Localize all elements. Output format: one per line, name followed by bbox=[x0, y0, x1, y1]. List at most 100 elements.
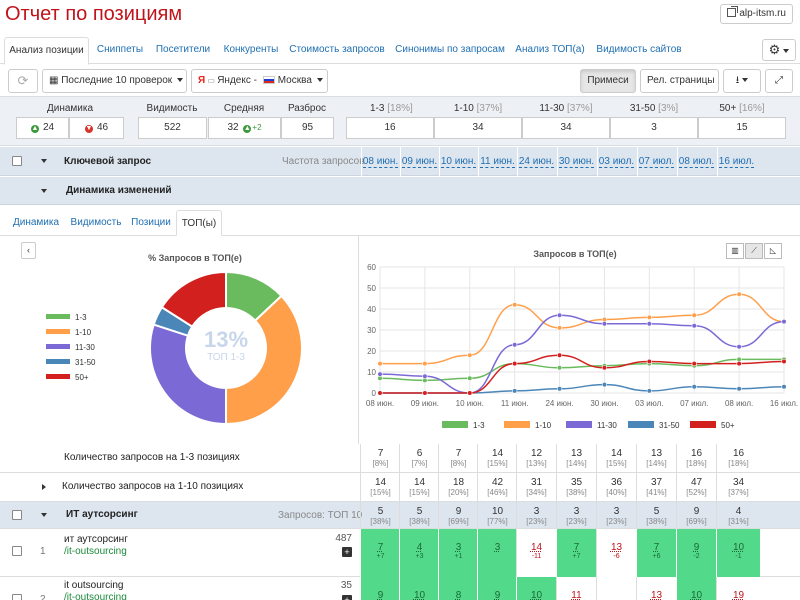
dynamics-down: ▼ 46 bbox=[69, 117, 124, 139]
position-cell[interactable]: 14 -11 bbox=[516, 529, 556, 577]
donut-legend-item[interactable]: 31-50 bbox=[46, 358, 95, 367]
settings-button[interactable]: ⚙ bbox=[762, 39, 796, 61]
position-cell[interactable] bbox=[596, 577, 636, 600]
tab-visitors[interactable]: Посетители bbox=[155, 44, 211, 55]
plus-icon[interactable]: + bbox=[342, 595, 352, 600]
position-value: 9 bbox=[377, 590, 384, 600]
donut-legend-item[interactable]: 1-3 bbox=[46, 313, 87, 322]
cell-percent: [15%] bbox=[487, 459, 508, 468]
position-cell[interactable]: 3 bbox=[477, 529, 517, 577]
data-point bbox=[781, 358, 787, 365]
donut-slice[interactable] bbox=[160, 270, 227, 328]
keyword-checkbox[interactable] bbox=[12, 546, 22, 556]
tab-top-analysis[interactable]: Анализ ТОП(а) bbox=[515, 44, 585, 55]
date-column-header[interactable]: 09 июн. bbox=[400, 147, 438, 176]
legend-swatch bbox=[628, 421, 654, 428]
back-button[interactable]: ‹ bbox=[21, 242, 36, 259]
date-column-header[interactable]: 11 июн. bbox=[478, 147, 516, 176]
engine-region-select[interactable]: Я ▭ Яндекс - Москва bbox=[191, 69, 328, 93]
cell-percent: [18%] bbox=[686, 459, 707, 468]
donut-slice[interactable] bbox=[149, 323, 227, 426]
area-chart-icon[interactable]: ◺ bbox=[764, 243, 782, 259]
position-cell[interactable]: 13 -6 bbox=[596, 529, 636, 577]
position-cell[interactable]: 9 bbox=[477, 577, 517, 600]
position-cell[interactable]: 7 +6 bbox=[636, 529, 676, 577]
position-delta: -11 bbox=[531, 553, 542, 560]
y-tick-label: 50 bbox=[367, 284, 376, 293]
cell-value: 35 bbox=[570, 477, 583, 488]
donut-legend-item[interactable]: 50+ bbox=[46, 373, 89, 382]
period-select[interactable]: ▦ Последние 10 проверок bbox=[42, 69, 187, 93]
subtab-tops[interactable]: ТОП(ы) bbox=[176, 210, 222, 236]
bar-chart-icon[interactable]: ▥ bbox=[726, 243, 744, 259]
position-value: 13 bbox=[610, 542, 623, 553]
position-cell[interactable]: 13 bbox=[636, 577, 676, 600]
refresh-button[interactable]: ⟳ bbox=[8, 69, 38, 93]
site-link-button[interactable]: alp-itsm.ru bbox=[720, 4, 793, 24]
keyword-url[interactable]: /it-outsourcing bbox=[64, 592, 127, 600]
position-cell[interactable]: 7 +7 bbox=[360, 529, 400, 577]
date-column-header[interactable]: 10 июн. bbox=[439, 147, 477, 176]
cell-percent: [52%] bbox=[686, 488, 707, 497]
keyword-checkbox[interactable] bbox=[12, 594, 22, 600]
chevron-right-icon[interactable] bbox=[42, 484, 46, 490]
position-cell[interactable]: 10 bbox=[676, 577, 716, 600]
position-cell[interactable]: 9 -2 bbox=[676, 529, 716, 577]
date-label: 03 июл. bbox=[598, 156, 635, 168]
date-column-header[interactable]: 07 июл. bbox=[637, 147, 675, 176]
position-cell[interactable]: 7 +7 bbox=[556, 529, 596, 577]
position-cell[interactable]: 10 -1 bbox=[716, 529, 760, 577]
keyword-url[interactable]: /it-outsourcing bbox=[64, 546, 127, 557]
cell-percent: [38%] bbox=[370, 517, 391, 526]
expand-button[interactable]: ⤢ bbox=[765, 69, 793, 93]
impurities-toggle[interactable]: Примеси bbox=[580, 69, 636, 93]
position-cell[interactable]: 9 bbox=[360, 577, 400, 600]
chevron-down-icon bbox=[742, 78, 749, 82]
tab-snippets[interactable]: Сниппеты bbox=[96, 44, 144, 55]
subtab-dynamics[interactable]: Динамика bbox=[12, 217, 60, 228]
chevron-down-icon[interactable] bbox=[41, 189, 47, 193]
position-cell[interactable]: 4 +3 bbox=[399, 529, 439, 577]
donut-legend-item[interactable]: 1-10 bbox=[46, 328, 91, 337]
keyword-column-header[interactable]: Ключевой запрос bbox=[64, 156, 152, 167]
position-cell[interactable]: 11 bbox=[556, 577, 596, 600]
cell-percent: [40%] bbox=[606, 488, 627, 497]
site-name: alp-itsm.ru bbox=[739, 8, 786, 19]
position-cell[interactable]: 8 bbox=[438, 577, 478, 600]
frequency-column-header[interactable]: Частота запросов bbox=[282, 156, 365, 167]
tab-query-cost[interactable]: Стоимость запросов bbox=[289, 44, 385, 55]
select-all-checkbox[interactable] bbox=[12, 156, 22, 166]
tab-competitors[interactable]: Конкуренты bbox=[223, 44, 279, 55]
tab-site-visibility[interactable]: Видимость сайтов bbox=[596, 44, 682, 55]
position-cell[interactable]: 19 bbox=[716, 577, 760, 600]
download-button[interactable]: ⭳ bbox=[723, 69, 761, 93]
chevron-down-icon[interactable] bbox=[41, 159, 47, 163]
tab-synonyms[interactable]: Синонимы по запросам bbox=[395, 44, 505, 55]
cell-percent: [15%] bbox=[409, 488, 430, 497]
line-chart-icon[interactable]: ⟋ bbox=[745, 243, 763, 259]
date-column-header[interactable]: 16 июл. bbox=[717, 147, 755, 176]
tab-position-analysis[interactable]: Анализ позиции bbox=[4, 37, 89, 65]
date-column-header[interactable]: 08 июн. bbox=[361, 147, 399, 176]
date-column-header[interactable]: 24 июн. bbox=[517, 147, 555, 176]
plus-icon[interactable]: + bbox=[342, 547, 352, 557]
relevant-pages-button[interactable]: Рел. страницы bbox=[640, 69, 719, 93]
subtab-positions[interactable]: Позиции bbox=[131, 217, 171, 228]
keyword-frequency: 487 bbox=[335, 533, 352, 544]
position-cell[interactable]: 10 bbox=[516, 577, 556, 600]
position-value: 7 bbox=[653, 542, 660, 553]
date-column-header[interactable]: 30 июн. bbox=[557, 147, 595, 176]
chevron-down-icon[interactable] bbox=[41, 513, 47, 517]
position-cell[interactable]: 10 bbox=[399, 577, 439, 600]
chevron-down-icon bbox=[783, 49, 790, 53]
date-column-header[interactable]: 03 июл. bbox=[597, 147, 635, 176]
date-column-header[interactable]: 08 июл. bbox=[677, 147, 715, 176]
donut-slice[interactable] bbox=[225, 294, 303, 426]
summary-cell: 36 [40%] bbox=[596, 473, 636, 502]
donut-legend-item[interactable]: 11-30 bbox=[46, 343, 95, 352]
position-cell[interactable]: 3 +1 bbox=[438, 529, 478, 577]
cell-value: 31 bbox=[530, 477, 543, 488]
position-value: 11 bbox=[571, 590, 582, 600]
subtab-visibility[interactable]: Видимость bbox=[70, 217, 122, 228]
group-checkbox[interactable] bbox=[12, 510, 22, 520]
